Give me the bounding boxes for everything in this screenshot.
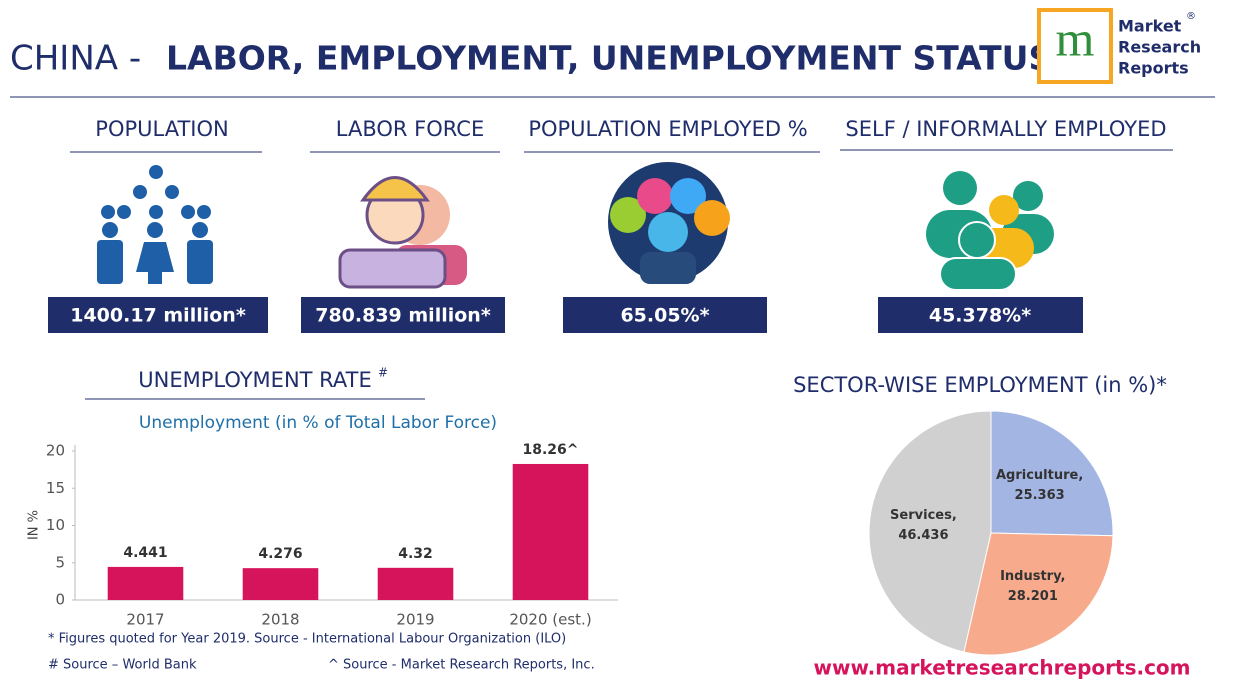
y-tick-label: 20 (46, 442, 65, 460)
stat-label: LABOR FORCE (336, 117, 484, 141)
title-prefix: CHINA - (10, 39, 141, 79)
logo-frame (1037, 8, 1113, 84)
employed-icon (608, 162, 730, 284)
slice-category: Agriculture, (996, 468, 1083, 483)
stat-value: 45.378%* (929, 305, 1031, 327)
pie-slice (963, 532, 1114, 656)
slice-value: 46.436 (898, 528, 948, 543)
slice-category: Services, (890, 508, 957, 523)
footnote: ^ Source - Market Research Reports, Inc. (328, 658, 595, 673)
slice-value: 25.363 (1015, 488, 1065, 503)
x-tick-label: 2019 (396, 611, 434, 629)
chart-title: UNEMPLOYMENT RATE (138, 368, 371, 392)
bar (107, 566, 184, 600)
stat-value: 65.05%* (620, 305, 709, 327)
logo-letter: m (1056, 10, 1095, 66)
title-mark: # (378, 366, 388, 380)
website: www.marketresearchreports.com (813, 656, 1190, 680)
pie-slice (868, 410, 992, 653)
logo-text: Research (1118, 38, 1201, 57)
stat-label: POPULATION EMPLOYED % (528, 117, 807, 141)
footnote: # Source – World Bank (48, 658, 197, 673)
data-label: 4.32 (398, 546, 433, 562)
stat-box (563, 297, 767, 333)
chart-title: SECTOR-WISE EMPLOYMENT (in %)* (793, 373, 1167, 397)
stat-box (301, 297, 505, 333)
population-icon (97, 165, 213, 284)
bar (377, 567, 454, 600)
self-employed-icon (926, 171, 1054, 291)
data-label: 4.441 (123, 545, 167, 561)
data-label: 4.276 (258, 546, 302, 562)
logo: m Market Research Reports ® (1037, 8, 1201, 84)
logo-text: Reports (1118, 59, 1189, 78)
bar (242, 568, 319, 600)
x-tick-label: 2020 (est.) (509, 611, 591, 629)
stat-box (48, 297, 268, 333)
y-tick-label: 15 (46, 479, 65, 497)
title-main: LABOR, EMPLOYMENT, UNEMPLOYMENT STATUS (166, 39, 1052, 78)
slice-category: Industry, (1000, 569, 1065, 584)
labor-icon (338, 176, 467, 289)
chart-subtitle: Unemployment (in % of Total Labor Force) (139, 413, 497, 433)
slice-value: 28.201 (1008, 589, 1058, 604)
x-tick-label: 2017 (126, 611, 164, 629)
bar (512, 463, 589, 600)
stat-label: SELF / INFORMALLY EMPLOYED (845, 117, 1166, 141)
stat-label: POPULATION (95, 117, 228, 141)
y-tick-label: 5 (55, 553, 65, 571)
pie-slice (990, 410, 1114, 537)
stat-box (878, 297, 1083, 333)
logo-registered: ® (1186, 11, 1196, 22)
footnote: * Figures quoted for Year 2019. Source -… (48, 632, 566, 647)
logo-text: Market (1118, 17, 1182, 36)
y-axis-label: IN % (27, 510, 42, 540)
x-tick-label: 2018 (261, 611, 299, 629)
y-tick-label: 0 (55, 591, 65, 609)
data-label: 18.26^ (522, 442, 578, 458)
y-tick-label: 10 (46, 516, 65, 534)
stat-value: 1400.17 million* (70, 305, 246, 327)
stat-value: 780.839 million* (315, 305, 491, 327)
